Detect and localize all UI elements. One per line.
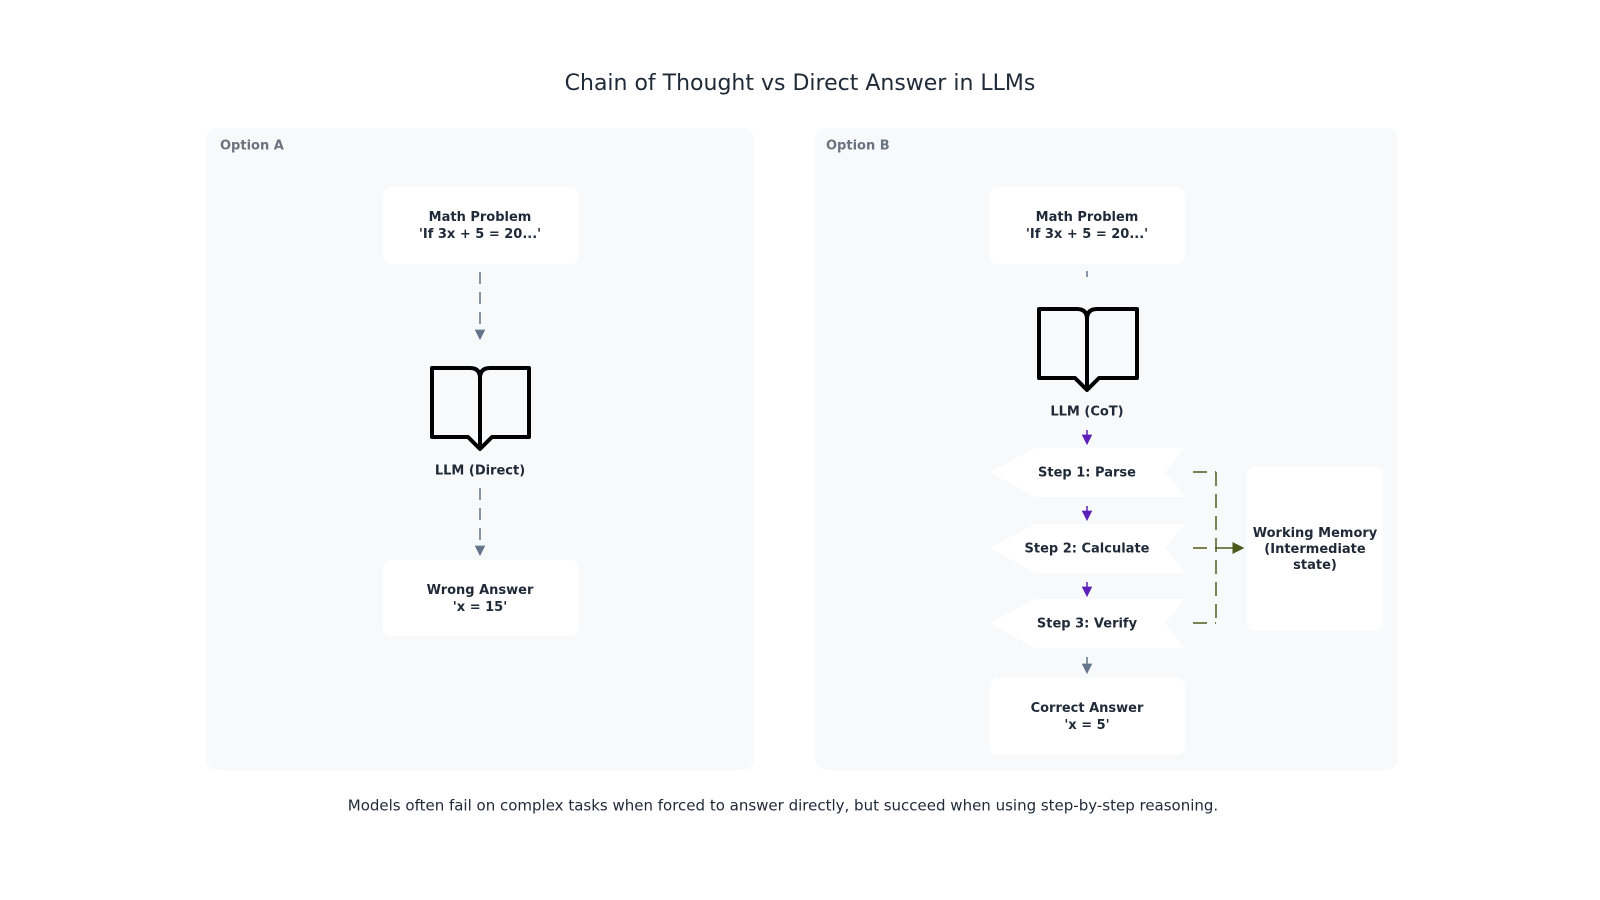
node-box bbox=[990, 187, 1185, 264]
node-label: Step 1: Parse bbox=[1038, 466, 1136, 481]
title: Chain of Thought vs Direct Answer in LLM… bbox=[565, 71, 1036, 96]
step-shape bbox=[990, 448, 1185, 497]
node-label: Math Problem 'If 3x + 5 = 20...' bbox=[419, 210, 541, 242]
caption: Models often fail on complex tasks when … bbox=[348, 797, 1218, 815]
node-label: Wrong Answer'x = 15' bbox=[427, 583, 534, 615]
panel-label: Option A bbox=[220, 139, 284, 154]
memory-connector bbox=[1193, 471, 1245, 624]
step-shape bbox=[990, 599, 1185, 648]
memory-box bbox=[1247, 466, 1383, 631]
node-label: LLM (CoT) bbox=[1050, 405, 1123, 420]
node-box bbox=[990, 678, 1185, 755]
step-shape bbox=[990, 524, 1185, 573]
node-label: Step 2: Calculate bbox=[1025, 542, 1150, 557]
panel-label: Option B bbox=[826, 139, 890, 154]
node-label: Math Problem 'If 3x + 5 = 20...' bbox=[1026, 210, 1148, 242]
node-box bbox=[383, 187, 578, 264]
node-label: Correct Answer'x = 5' bbox=[1031, 701, 1144, 733]
node-box bbox=[383, 560, 578, 636]
node-label: LLM (Direct) bbox=[435, 464, 525, 479]
book-icon bbox=[430, 366, 531, 451]
book-icon bbox=[1037, 307, 1139, 392]
node-label: Step 3: Verify bbox=[1037, 617, 1138, 632]
node-label: Working Memory (Intermediate state) bbox=[1253, 526, 1378, 573]
